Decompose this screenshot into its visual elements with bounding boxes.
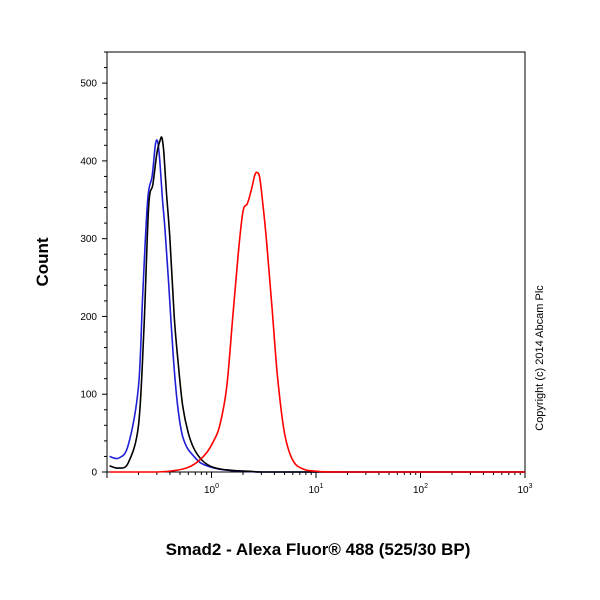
x-tick-label: 102 xyxy=(413,483,428,496)
x-axis: 100 101 102 103 xyxy=(106,472,533,496)
y-tick-label: 0 xyxy=(91,468,97,479)
y-tick-label: 200 xyxy=(80,312,97,323)
y-tick-label: 400 xyxy=(80,156,97,167)
x-tick-label: 101 xyxy=(308,483,323,496)
x-tick-label: 100 xyxy=(204,483,219,496)
y-axis-title: Count xyxy=(33,237,52,286)
histogram-series-3 xyxy=(109,171,525,473)
x-tick-label: 103 xyxy=(517,483,532,496)
y-tick-label: 500 xyxy=(80,79,97,90)
y-tick-label: 100 xyxy=(80,390,97,401)
histogram-series-2 xyxy=(109,136,525,473)
y-tick-label: 300 xyxy=(80,234,97,245)
x-axis-title: Smad2 - Alexa Fluor® 488 (525/30 BP) xyxy=(166,540,471,559)
plot-frame xyxy=(106,51,526,473)
copyright-annotation: Copyright (c) 2014 Abcam Plc xyxy=(534,285,546,431)
histogram-series-1 xyxy=(109,139,525,473)
y-axis: 0 100 200 300 400 500 xyxy=(80,51,107,479)
series-layer xyxy=(109,136,525,473)
